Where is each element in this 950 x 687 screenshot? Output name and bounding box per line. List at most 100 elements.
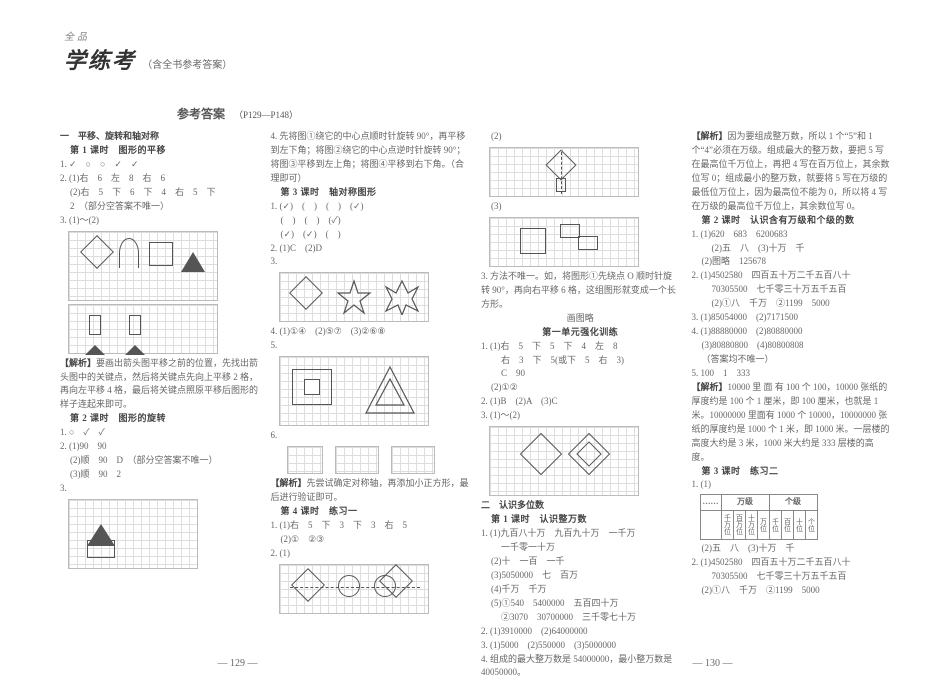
column-3: (2) (3) 3. 方法不唯一。如，将图形①先绕点 O 顺时针旋转 90°，再…	[481, 130, 680, 647]
column-4: 【解析】因为要组成整万数，所以 1 个“5”和 1 个“4”必须在万级。组成最大…	[692, 130, 891, 647]
c4-analysis3: 因为要组成整万数，所以 1 个“5”和 1 个“4”必须在万级。组成最大的整万数…	[692, 131, 890, 211]
c2-q1c: (✓) (✓) ( )	[271, 228, 470, 242]
c1-q1: 1. ✓ ○ ○ ✓ ✓	[60, 158, 259, 172]
c4-q1a: 1. (1)620 683 6200683	[692, 228, 891, 242]
answers-title: 参考答案 （P129—P148）	[0, 105, 475, 122]
page-range: （P129—P148）	[234, 110, 298, 120]
lesson-1-2: 第 2 课时 图形的旋转	[60, 412, 259, 426]
pv-c7: 个位	[808, 512, 815, 538]
c3-t1b: 右 3 下 5(或下 5 右 3)	[481, 354, 680, 368]
c3-p3: (3)	[481, 200, 680, 214]
c2-l4q2: 2. (1)	[271, 547, 470, 561]
c3-p2: (2)	[481, 130, 680, 144]
c4-q3: 3. (1)85054000 (2)7171500	[692, 311, 891, 325]
c2-p1: 4. 先将图①绕它的中心点顺时针旋转 90°，再平移到左下角；将图②绕它的中心点…	[271, 130, 470, 186]
c2-q4: 4. (1)①④ (2)⑤⑦ (3)②⑥⑧	[271, 325, 470, 339]
c4-q5: 5. 100 1 333	[692, 367, 891, 381]
lesson-2-3: 第 3 课时 练习二	[692, 465, 891, 479]
c1-l2q2b: (2)顺 90 D （部分空答案不唯一）	[60, 454, 259, 468]
analysis-label-2: 【解析】	[271, 478, 307, 488]
c4-q2b2: 70305500 七千零三十万五千五百	[692, 570, 891, 584]
unit1-heading: 一 平移、旋转和轴对称	[60, 130, 259, 144]
c4-q2a: 2. (1)4502580 四百五十万二千五百八十	[692, 269, 891, 283]
c3-t1a: 1. (1)右 5 下 5 下 4 左 8	[481, 340, 680, 354]
analysis-label-1: 【解析】	[60, 358, 96, 368]
c1-l2q1: 1. ○ ✓ ✓	[60, 426, 259, 440]
c4-q1b2: (2)五 八 (3)十万 千	[692, 542, 891, 556]
unit2-heading: 二 认识多位数	[481, 499, 680, 513]
place-value-table: …… 万级 个级 千万位 百万位 十万位 万位 千位 百位 十位 个位	[700, 494, 818, 539]
c3-u2q1e: (4)千万 千万	[481, 583, 680, 597]
c3-u2q1a: 1. (1)九百八十万 九百九十万 一千万	[481, 527, 680, 541]
c1-q3: 3. (1)～(2)	[60, 214, 259, 228]
c3-u2q1d: (3)5050000 七 百万	[481, 569, 680, 583]
small-grids-row	[279, 443, 470, 477]
c3-u2q1f: (5)①540 5400000 五百四十万	[481, 597, 680, 611]
pv-c6: 十位	[796, 512, 803, 538]
c4-q2a2: 2. (1)4502580 四百五十万二千五百八十	[692, 556, 891, 570]
c2-q5: 5.	[271, 339, 470, 353]
grid-figure-3	[68, 499, 198, 569]
c3-t1d: (2)①②	[481, 381, 680, 395]
pv-h0: ……	[700, 495, 721, 510]
c1-q2c: 2 （部分空答案不唯一）	[60, 200, 259, 214]
pv-h1: 万级	[721, 495, 769, 510]
c4-analysis4: 10000 里 面 有 100 个 100，10000 张纸的厚度约是 100 …	[692, 382, 890, 462]
unit1-test-heading: 第一单元强化训练	[481, 326, 680, 340]
c1-l2q3: 3.	[60, 482, 259, 496]
analysis-label-4: 【解析】	[692, 382, 728, 392]
c3-t1c: C 90	[481, 367, 680, 381]
c2-l4q1b: (2)① ②③	[271, 533, 470, 547]
grid-figure-6	[279, 564, 429, 614]
c2-q1a: 1. (✓) ( ) ( ) (✓)	[271, 200, 470, 214]
c3-u2q1g: ②3070 30700000 三千零七十万	[481, 611, 680, 625]
c2-q3: 3.	[271, 255, 470, 269]
logo-subtitle: （含全书参考答案）	[142, 60, 232, 71]
brand-text: 全品	[64, 28, 232, 43]
c4-q2c2: (2)①八 千万 ②1199 5000	[692, 584, 891, 598]
c2-q6: 6.	[271, 429, 470, 443]
c2-l4q1: 1. (1)右 5 下 3 下 3 右 5	[271, 519, 470, 533]
c4-q2c: (2)①八 千万 ②1199 5000	[692, 297, 891, 311]
c3-t3: 3. (1)～(2)	[481, 409, 680, 423]
c4-q2b: 70305500 七千零三十万五千五百	[692, 283, 891, 297]
pv-c2: 十万位	[748, 512, 755, 538]
pv-c5: 百位	[784, 512, 791, 538]
c4-q4c: （答案均不唯一）	[692, 353, 891, 367]
c2-q1b: ( ) ( ) (✓)	[271, 214, 470, 228]
c3-sketch-omit: 画图略	[481, 312, 680, 326]
c3-u2q3: 3. (1)5000 (2)550000 (3)5000000	[481, 639, 680, 653]
c3-u2q1c: (2)十 一百 一千	[481, 555, 680, 569]
c1-q2b: (2)右 5 下 6 下 4 右 5 下	[60, 186, 259, 200]
grid-figure-1	[68, 231, 218, 301]
c4-tbl-q: 1. (1)	[692, 478, 891, 492]
c3-u2q1b: 一千零一十万	[481, 541, 680, 555]
column-2: 4. 先将图①绕它的中心点顺时针旋转 90°，再平移到左下角；将图②绕它的中心点…	[271, 130, 470, 647]
grid-figure-5	[279, 356, 429, 426]
column-1: 一 平移、旋转和轴对称 第 1 课时 图形的平移 1. ✓ ○ ○ ✓ ✓ 2.…	[60, 130, 259, 647]
lesson-1-3: 第 3 课时 轴对称图形	[271, 186, 470, 200]
pv-c1: 百万位	[736, 512, 743, 538]
analysis-label-3: 【解析】	[692, 131, 728, 141]
pv-h2: 个级	[769, 495, 817, 510]
grid-figure-8	[489, 217, 639, 267]
lesson-2-2: 第 2 课时 认识含有万级和个级的数	[692, 214, 891, 228]
pv-c4: 千位	[772, 512, 779, 538]
title-text: 参考答案	[177, 107, 225, 121]
logo-block: 全品 学练考 （含全书参考答案）	[64, 28, 232, 75]
c3-u2q2: 2. (1)3910000 (2)64000000	[481, 625, 680, 639]
pv-c3: 万位	[760, 512, 767, 538]
lesson-1-1: 第 1 课时 图形的平移	[60, 144, 259, 158]
grid-figure-4	[279, 272, 429, 322]
lesson-2-1: 第 1 课时 认识整万数	[481, 513, 680, 527]
grid-figure-7	[489, 147, 639, 197]
c2-q2: 2. (1)C (2)D	[271, 242, 470, 256]
c1-q2a: 2. (1)右 6 左 8 右 6	[60, 172, 259, 186]
page-number-right: — 130 —	[475, 658, 950, 669]
grid-figure-2	[68, 304, 218, 354]
pv-c0: 千万位	[724, 512, 731, 538]
c1-l2q2: 2. (1)90 90	[60, 440, 259, 454]
logo-main: 学练考	[64, 48, 136, 73]
c4-q4b: (3)80880800 (4)80800808	[692, 339, 891, 353]
c1-l2q2c: (3)顺 90 2	[60, 468, 259, 482]
